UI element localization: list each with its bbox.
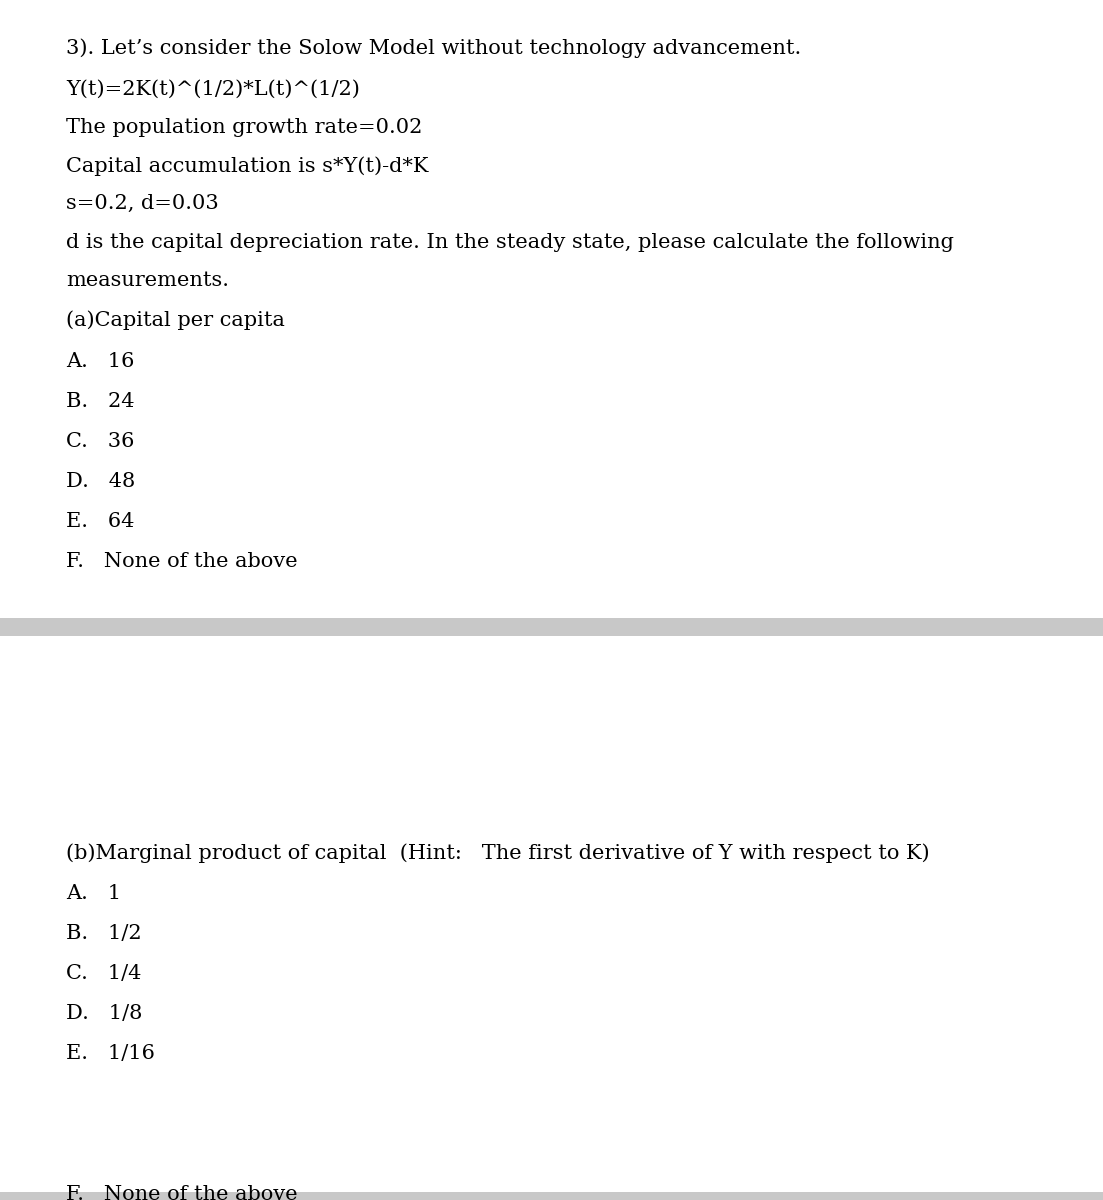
Text: The population growth rate=0.02: The population growth rate=0.02 [66, 118, 422, 137]
Text: Capital accumulation is s*Y(t)-d*K: Capital accumulation is s*Y(t)-d*K [66, 156, 428, 175]
Text: measurements.: measurements. [66, 271, 229, 290]
Text: D.   48: D. 48 [66, 472, 136, 491]
Text: E.   1/16: E. 1/16 [66, 1044, 154, 1063]
Text: A.   16: A. 16 [66, 352, 135, 371]
Text: Y(t)=2K(t)^(1/2)*L(t)^(1/2): Y(t)=2K(t)^(1/2)*L(t)^(1/2) [66, 80, 360, 98]
Text: A.   1: A. 1 [66, 884, 121, 902]
Text: 3). Let’s consider the Solow Model without technology advancement.: 3). Let’s consider the Solow Model witho… [66, 38, 801, 58]
Text: F.   None of the above: F. None of the above [66, 552, 298, 571]
Text: D.   1/8: D. 1/8 [66, 1004, 142, 1022]
Text: B.   24: B. 24 [66, 392, 135, 410]
Text: E.   64: E. 64 [66, 512, 135, 530]
Text: (a)Capital per capita: (a)Capital per capita [66, 310, 285, 330]
Bar [0, 1192, 1103, 1200]
Bar [0, 618, 1103, 636]
Text: B.   1/2: B. 1/2 [66, 924, 141, 943]
Text: C.   1/4: C. 1/4 [66, 964, 141, 983]
Text: C.   36: C. 36 [66, 432, 135, 451]
Text: (b)Marginal product of capital  (Hint:   The first derivative of Y with respect : (b)Marginal product of capital (Hint: Th… [66, 842, 930, 863]
Text: d is the capital depreciation rate. In the steady state, please calculate the fo: d is the capital depreciation rate. In t… [66, 233, 954, 252]
Text: F.   None of the above: F. None of the above [66, 1186, 298, 1200]
Text: s=0.2, d=0.03: s=0.2, d=0.03 [66, 194, 218, 214]
